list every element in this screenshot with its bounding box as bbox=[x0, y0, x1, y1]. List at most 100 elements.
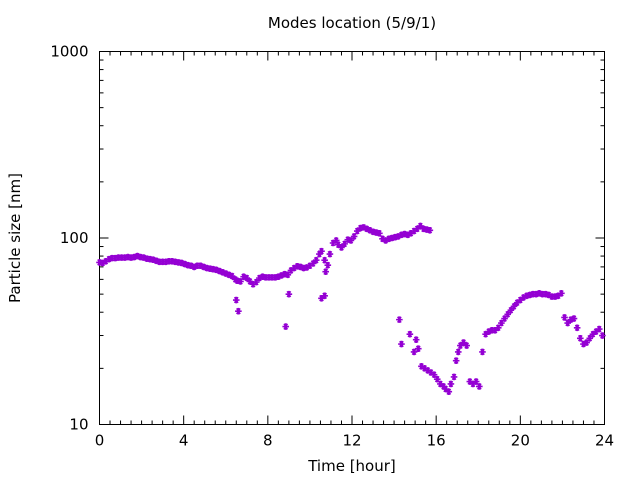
data-point bbox=[418, 363, 425, 370]
data-point bbox=[583, 339, 590, 346]
data-point bbox=[316, 250, 323, 258]
data-point bbox=[282, 323, 290, 330]
data-point bbox=[404, 231, 412, 239]
data-point bbox=[454, 348, 462, 356]
data-point bbox=[382, 237, 389, 244]
data-point bbox=[421, 365, 428, 372]
data-point bbox=[249, 280, 257, 288]
data-point bbox=[457, 342, 464, 349]
data-point bbox=[228, 272, 236, 280]
data-point bbox=[526, 291, 534, 299]
data-point bbox=[504, 310, 512, 318]
data-point bbox=[178, 259, 185, 267]
data-point bbox=[322, 268, 329, 275]
data-point bbox=[306, 262, 314, 270]
data-point bbox=[341, 240, 348, 248]
data-point bbox=[447, 380, 455, 388]
data-point bbox=[406, 330, 414, 338]
data-point bbox=[297, 263, 304, 271]
data-point bbox=[442, 385, 449, 393]
data-point bbox=[427, 369, 435, 376]
x-tick-label: 12 bbox=[342, 432, 361, 450]
data-point bbox=[321, 256, 328, 264]
x-tick-label: 24 bbox=[595, 432, 614, 450]
data-point bbox=[491, 326, 499, 334]
data-point bbox=[324, 261, 332, 269]
data-point bbox=[542, 290, 549, 298]
data-point bbox=[388, 234, 396, 242]
data-point bbox=[595, 325, 603, 333]
axis-ticks: 0 4 8 12 16 20 24 10 100 1000 bbox=[50, 43, 614, 450]
data-point bbox=[303, 264, 311, 271]
data-point bbox=[469, 380, 477, 388]
x-tick-label: 8 bbox=[263, 432, 273, 450]
chart-title: Modes location (5/9/1) bbox=[268, 14, 436, 32]
x-tick-label: 0 bbox=[95, 432, 105, 450]
data-point bbox=[321, 292, 328, 300]
data-point bbox=[197, 262, 204, 270]
data-point bbox=[567, 316, 575, 323]
data-point bbox=[589, 330, 597, 338]
data-point bbox=[332, 237, 340, 244]
data-point bbox=[577, 334, 584, 342]
data-point bbox=[398, 340, 405, 348]
y-tick-label: 1000 bbox=[50, 43, 88, 61]
data-point bbox=[246, 278, 254, 285]
data-point bbox=[318, 247, 325, 255]
data-point bbox=[437, 380, 444, 388]
data-point bbox=[558, 290, 565, 297]
data-point bbox=[485, 328, 493, 335]
data-point bbox=[243, 274, 251, 282]
data-point bbox=[385, 235, 393, 243]
data-point bbox=[586, 334, 594, 342]
data-point bbox=[520, 294, 527, 301]
data-point bbox=[599, 332, 606, 339]
data-point bbox=[573, 324, 581, 332]
data-point bbox=[554, 292, 562, 300]
data-point bbox=[450, 373, 458, 381]
data-point bbox=[460, 339, 467, 346]
data-point bbox=[410, 227, 418, 235]
data-point bbox=[413, 225, 421, 233]
data-point bbox=[275, 273, 282, 281]
data-point bbox=[134, 252, 141, 260]
data-point bbox=[256, 274, 263, 282]
data-point bbox=[347, 237, 355, 244]
data-point bbox=[318, 294, 325, 302]
data-point bbox=[225, 271, 233, 279]
data-point bbox=[445, 388, 453, 395]
data-point bbox=[523, 292, 530, 300]
data-point bbox=[344, 236, 352, 243]
data-point bbox=[410, 348, 418, 356]
data-point bbox=[353, 227, 361, 235]
data-point bbox=[222, 270, 230, 277]
data-point bbox=[360, 224, 367, 231]
x-tick-label: 4 bbox=[179, 432, 189, 450]
data-point bbox=[240, 273, 247, 281]
data-point bbox=[466, 378, 474, 385]
x-tick-label: 16 bbox=[427, 432, 446, 450]
data-point bbox=[433, 375, 441, 383]
data-point bbox=[290, 264, 298, 272]
y-axis-label: Particle size [nm] bbox=[6, 173, 24, 303]
data-point bbox=[532, 290, 540, 298]
data-point bbox=[237, 278, 244, 285]
data-point bbox=[561, 314, 568, 321]
data-point bbox=[463, 342, 470, 349]
data-point bbox=[535, 290, 543, 297]
data-point bbox=[102, 258, 110, 265]
data-point bbox=[190, 263, 198, 271]
data-point bbox=[551, 293, 559, 300]
data-point bbox=[482, 330, 489, 338]
data-point bbox=[231, 276, 239, 283]
data-point bbox=[335, 241, 342, 249]
data-point bbox=[235, 307, 242, 315]
data-point bbox=[476, 383, 483, 390]
data-point bbox=[479, 348, 486, 356]
data-point bbox=[424, 367, 432, 374]
data-point bbox=[284, 271, 292, 279]
data-point bbox=[472, 378, 480, 385]
data-point bbox=[99, 259, 106, 267]
data-point bbox=[498, 319, 505, 327]
data-point bbox=[105, 255, 113, 263]
